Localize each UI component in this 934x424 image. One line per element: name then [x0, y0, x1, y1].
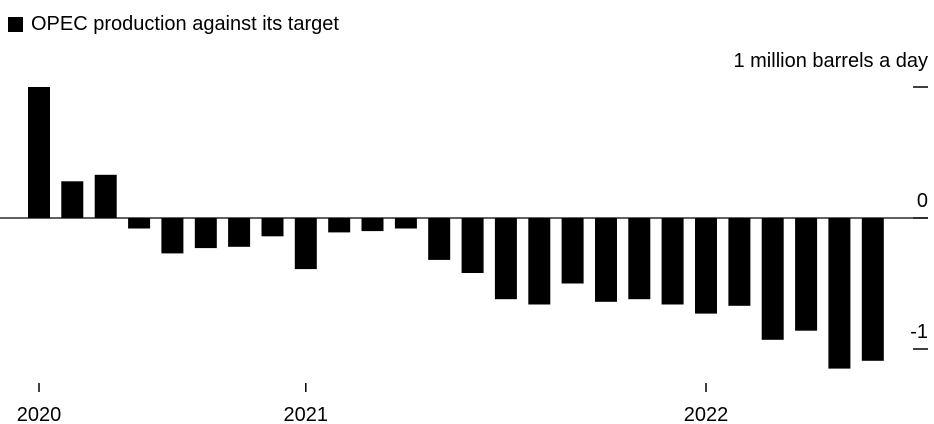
- bar: [361, 218, 384, 232]
- bar: [94, 174, 117, 218]
- bar: [61, 181, 84, 218]
- bar: [161, 218, 184, 254]
- bar: [661, 218, 684, 305]
- bar: [795, 218, 818, 331]
- bar: [561, 218, 584, 284]
- bar: [528, 218, 551, 305]
- bar: [261, 218, 284, 237]
- bar: [294, 218, 317, 270]
- y-tick-label: -1: [910, 321, 928, 343]
- y-axis-unit-label: 1 million barrels a day: [733, 50, 928, 72]
- bar: [861, 218, 884, 361]
- bar: [494, 218, 517, 300]
- bar: [628, 218, 651, 300]
- bar: [328, 218, 351, 233]
- bar: [595, 218, 617, 302]
- bar: [394, 218, 417, 229]
- legend: OPEC production against its target: [8, 12, 339, 36]
- bar: [695, 218, 717, 314]
- bar: [461, 218, 484, 273]
- bar: [761, 218, 784, 340]
- bar: [28, 87, 50, 218]
- legend-label: OPEC production against its target: [31, 13, 339, 35]
- y-tick-label: 0: [917, 190, 928, 212]
- bar: [728, 218, 751, 306]
- bar: [128, 218, 151, 229]
- bar: [428, 218, 451, 260]
- bar: [828, 218, 851, 369]
- x-tick-label: 2022: [684, 404, 729, 424]
- x-tick-label: 2021: [284, 404, 329, 424]
- bar: [228, 218, 251, 247]
- bar: [194, 218, 217, 249]
- x-tick-label: 2020: [17, 404, 62, 424]
- legend-swatch: [8, 16, 23, 32]
